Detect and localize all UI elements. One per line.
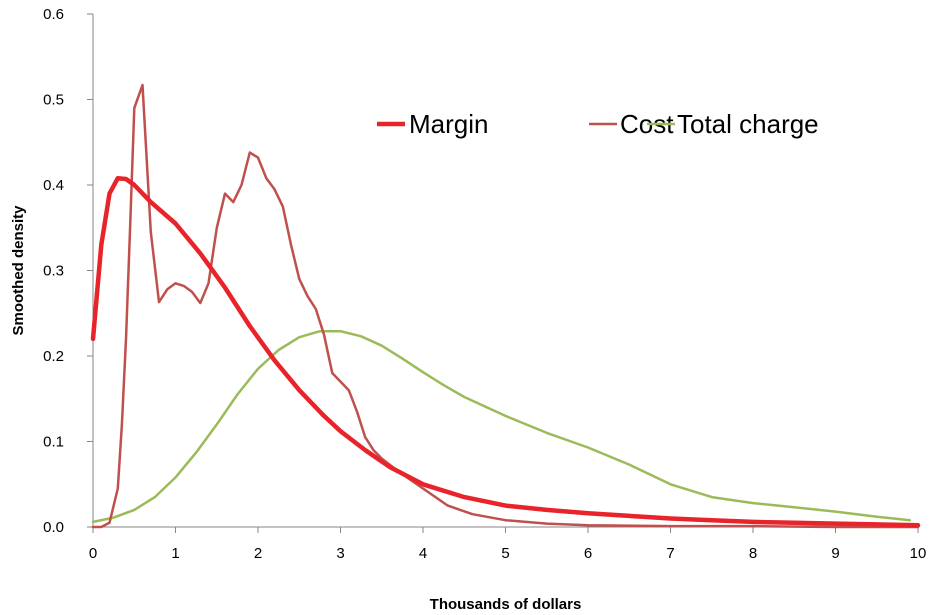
x-tick-label: 1 [171,545,179,562]
x-tick-label: 10 [910,545,927,562]
y-axis-title: Smoothed density [10,205,27,336]
series-line-margin [90,175,921,528]
y-tick-label: 0.3 [43,263,64,280]
x-tick-label: 3 [336,545,344,562]
x-tick-label: 0 [89,545,97,562]
series-line-total-charge [91,329,912,524]
legend-label-margin: Margin [409,109,488,139]
series-line-cost [91,83,920,529]
y-tick-label: 0.0 [43,519,64,536]
y-tick-label: 0.2 [43,348,64,365]
y-tick-label: 0.1 [43,434,64,451]
x-axis-ticks: 0 1 2 3 4 5 6 7 8 9 10 [89,527,927,562]
y-axis-ticks: 0.0 0.1 0.2 0.3 0.4 0.5 0.6 [43,6,93,536]
series-layer [90,83,921,529]
x-tick-label: 2 [254,545,262,562]
x-tick-label: 7 [666,545,674,562]
x-tick-label: 5 [501,545,509,562]
legend: Margin Cost Total charge [377,109,819,139]
axes [92,14,918,528]
x-axis-title: Thousands of dollars [430,596,582,613]
y-tick-label: 0.4 [43,177,64,194]
x-tick-label: 9 [831,545,839,562]
legend-label-total-charge: Total charge [677,109,819,139]
y-tick-label: 0.6 [43,6,64,23]
x-tick-label: 6 [584,545,592,562]
y-tick-label: 0.5 [43,92,64,109]
x-tick-label: 8 [749,545,757,562]
x-tick-label: 4 [419,545,427,562]
